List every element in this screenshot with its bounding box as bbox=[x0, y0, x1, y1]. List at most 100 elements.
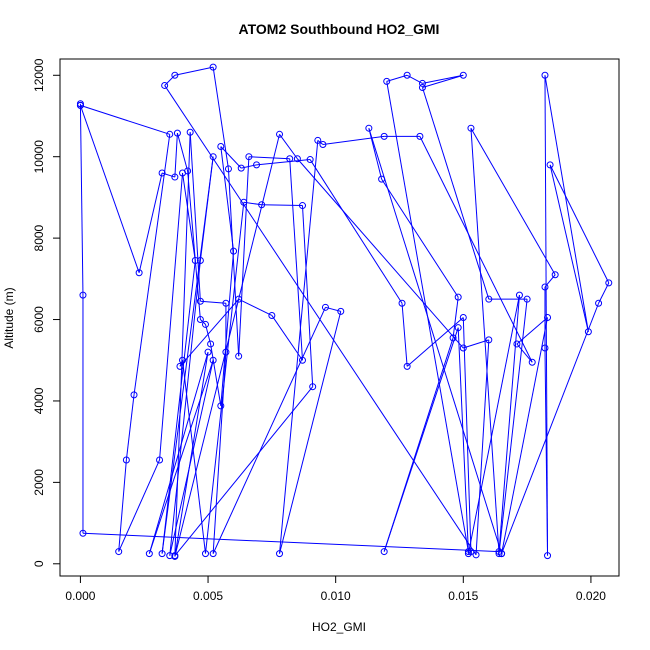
series-line-segment bbox=[212, 307, 326, 554]
series-line-segment bbox=[164, 85, 477, 556]
data-point bbox=[498, 550, 506, 558]
series-line-segment bbox=[297, 158, 464, 349]
chart-title: ATOM2 Southbound HO2_GMI bbox=[239, 21, 440, 37]
series-line-segment bbox=[381, 178, 459, 298]
data-point bbox=[544, 552, 552, 560]
y-tick-label: 4000 bbox=[32, 387, 46, 414]
data-point bbox=[380, 548, 388, 556]
data-point bbox=[135, 269, 143, 277]
series-line-segment bbox=[309, 159, 403, 304]
series-line-segment bbox=[457, 327, 469, 552]
series-line-segment bbox=[238, 298, 273, 316]
series-line-segment bbox=[138, 172, 163, 273]
data-point bbox=[293, 155, 301, 163]
data-point bbox=[122, 456, 130, 464]
data-point bbox=[222, 348, 230, 356]
data-point bbox=[176, 362, 184, 370]
series-line-segment bbox=[549, 164, 610, 284]
data-point bbox=[383, 77, 391, 85]
data-point bbox=[209, 550, 217, 558]
data-point bbox=[179, 356, 187, 364]
series-line-segment bbox=[470, 127, 556, 276]
series-line-segment bbox=[133, 134, 171, 395]
series-line-segment bbox=[279, 134, 298, 160]
data-point bbox=[418, 79, 426, 87]
data-point bbox=[115, 548, 123, 556]
data-point bbox=[528, 358, 536, 366]
data-point bbox=[235, 295, 243, 303]
data-point bbox=[79, 529, 87, 537]
data-point bbox=[298, 356, 306, 364]
data-point bbox=[171, 173, 179, 181]
data-point bbox=[298, 202, 306, 210]
series-line-segment bbox=[498, 295, 520, 552]
data-point bbox=[209, 356, 217, 364]
data-point bbox=[416, 132, 424, 140]
series-line-segment bbox=[549, 164, 589, 332]
data-point bbox=[454, 324, 462, 332]
series-line-segment bbox=[80, 104, 170, 135]
data-point bbox=[166, 130, 174, 138]
series-line-segment bbox=[164, 74, 176, 86]
data-point bbox=[541, 71, 549, 79]
data-point bbox=[378, 175, 386, 183]
data-point bbox=[204, 348, 212, 356]
data-point bbox=[207, 340, 215, 348]
series-line-segment bbox=[82, 532, 500, 553]
data-point bbox=[454, 293, 462, 301]
x-tick-label: 0.010 bbox=[321, 589, 351, 603]
data-point bbox=[130, 391, 138, 399]
series-line-segment bbox=[322, 135, 385, 145]
series-line-segment bbox=[176, 132, 189, 172]
y-axis-label: Altitude (m) bbox=[2, 287, 16, 348]
series-line-segment bbox=[187, 170, 201, 320]
series-line-segment bbox=[220, 146, 242, 169]
data-point bbox=[217, 143, 225, 151]
series-line-segment bbox=[212, 352, 227, 554]
series-line-segment bbox=[467, 295, 520, 554]
series-line-segment bbox=[200, 300, 226, 304]
x-axis: 0.000 0.005 0.010 0.015 0.020 bbox=[65, 575, 606, 603]
data-point bbox=[515, 291, 523, 299]
series-line-segment bbox=[118, 459, 161, 552]
data-point bbox=[158, 550, 166, 558]
data-point bbox=[171, 552, 179, 560]
data-point bbox=[240, 198, 248, 206]
data-point bbox=[237, 164, 245, 172]
series-line-segment bbox=[544, 75, 589, 332]
data-point bbox=[467, 124, 475, 132]
series-line-segment bbox=[248, 156, 290, 160]
series-line-segment bbox=[386, 74, 408, 82]
data-point bbox=[449, 334, 457, 342]
x-tick-label: 0.020 bbox=[576, 589, 606, 603]
data-point bbox=[276, 130, 284, 138]
x-tick-label: 0.015 bbox=[448, 589, 478, 603]
series-line-segment bbox=[174, 66, 214, 76]
data-point bbox=[268, 311, 276, 319]
data-point bbox=[403, 362, 411, 370]
series-line-segment bbox=[182, 172, 196, 261]
series-line-segment bbox=[161, 260, 196, 554]
data-point bbox=[605, 279, 613, 287]
series-line-segment bbox=[179, 298, 240, 367]
series-line-segment bbox=[368, 128, 383, 180]
series-line-segment bbox=[421, 87, 490, 300]
data-point bbox=[161, 81, 169, 89]
y-tick-label: 12000 bbox=[32, 58, 46, 92]
y-tick-label: 0 bbox=[32, 560, 46, 567]
series-line-segment bbox=[301, 205, 314, 387]
data-point bbox=[541, 344, 549, 352]
data-point bbox=[544, 314, 552, 321]
series-line-segment bbox=[401, 303, 408, 367]
data-point bbox=[321, 303, 329, 311]
data-point bbox=[173, 129, 181, 137]
y-tick-label: 8000 bbox=[32, 224, 46, 251]
data-point bbox=[495, 550, 503, 558]
data-point bbox=[584, 328, 592, 336]
data-point bbox=[245, 153, 253, 161]
data-point bbox=[158, 169, 166, 177]
data-point bbox=[403, 71, 411, 79]
data-point bbox=[485, 336, 493, 344]
series-line-segment bbox=[79, 105, 84, 296]
